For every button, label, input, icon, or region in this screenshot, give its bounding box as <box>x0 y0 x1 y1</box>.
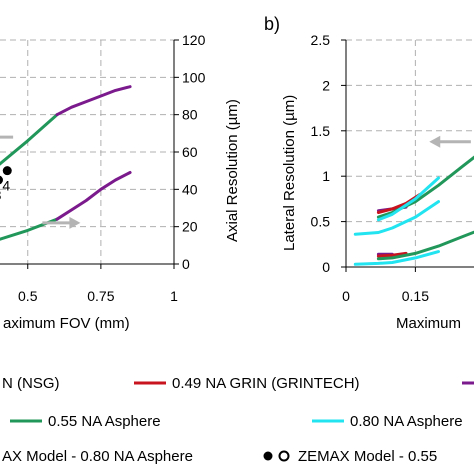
legend-marker-filled <box>263 451 273 461</box>
panel-b-tick-labels: 00.511.522.500.150.3 <box>311 32 430 304</box>
x-tick-label: 0.5 <box>18 288 38 304</box>
legend-label-zemax-080: AX Model - 0.80 NA Asphere <box>2 448 193 465</box>
panel-b-ylabel: Lateral Resolution (µm) <box>281 95 298 251</box>
x-tick-label: 0 <box>342 288 350 304</box>
y-tick-label: 60 <box>182 144 198 160</box>
y-tick-label: 120 <box>182 32 206 48</box>
panel-b-xlabel: Maximum <box>396 315 461 332</box>
y-tick-label: 0 <box>322 259 330 275</box>
series-line-asphere080 <box>376 176 440 222</box>
y-tick-label: 2.5 <box>311 32 331 48</box>
y-tick-label: 1.5 <box>311 123 331 139</box>
zemax-point <box>0 175 3 185</box>
point-label: 4 <box>2 178 10 194</box>
panel-a-points: 234 <box>0 166 12 203</box>
panel-b-arrows <box>429 135 471 148</box>
y-tick-label: 1 <box>322 168 330 184</box>
panel-a: 234 02040608010012050.50.751 aximum FOV … <box>0 32 241 332</box>
panel-b-series <box>353 155 474 266</box>
panel-b-axes <box>341 39 474 272</box>
series-line-asphere080 <box>353 200 440 236</box>
x-tick-label: 0.75 <box>87 288 114 304</box>
legend: N (NSG) 0.49 NA GRIN (GRINTECH) 0.55 NA … <box>2 375 474 465</box>
y-tick-label: 100 <box>182 69 206 85</box>
panel-a-ylabel: Axial Resolution (µm) <box>224 99 241 242</box>
series-line-asphere080 <box>353 250 440 266</box>
panel-a-xlabel: aximum FOV (mm) <box>3 315 130 332</box>
legend-label-asphere055: 0.55 NA Asphere <box>48 413 161 430</box>
panel-a-series <box>0 85 132 241</box>
y-tick-label: 40 <box>182 181 198 197</box>
series-line-asphere055 <box>376 155 474 219</box>
series-line-asphere055 <box>376 230 474 261</box>
point-label: 3 <box>0 187 2 203</box>
arrow-left-icon <box>429 135 441 148</box>
series-line-asphere055 <box>0 113 59 166</box>
legend-marker-open <box>278 450 290 462</box>
panel-b-label: b) <box>264 14 280 34</box>
legend-label-asphere080: 0.80 NA Asphere <box>350 413 463 430</box>
x-tick-label: 0.15 <box>402 288 429 304</box>
series-line-nsg <box>55 85 132 117</box>
panel-b: 00.511.522.500.150.3 b) Maximum Lateral … <box>264 14 474 332</box>
y-tick-label: 2 <box>322 77 330 93</box>
panel-b-grid <box>346 39 474 267</box>
y-tick-label: 80 <box>182 107 198 123</box>
y-tick-label: 0.5 <box>311 214 331 230</box>
arrow-right-icon <box>69 216 81 229</box>
legend-label-grin: 0.49 NA GRIN (GRINTECH) <box>172 375 360 392</box>
y-tick-label: 20 <box>182 219 198 235</box>
legend-label-nsg: N (NSG) <box>2 375 60 392</box>
zemax-point <box>2 166 12 176</box>
series-line-grin <box>376 251 408 258</box>
series-line-nsg <box>55 171 132 221</box>
legend-label-zemax-055: ZEMAX Model - 0.55 <box>298 448 437 465</box>
panel-a-arrows <box>0 135 81 229</box>
panel-a-axes <box>0 39 179 269</box>
x-tick-label: 1 <box>170 288 178 304</box>
series-line-asphere055 <box>0 217 59 241</box>
y-tick-label: 0 <box>182 256 190 272</box>
panel-a-tick-labels: 02040608010012050.50.751 <box>18 32 206 304</box>
